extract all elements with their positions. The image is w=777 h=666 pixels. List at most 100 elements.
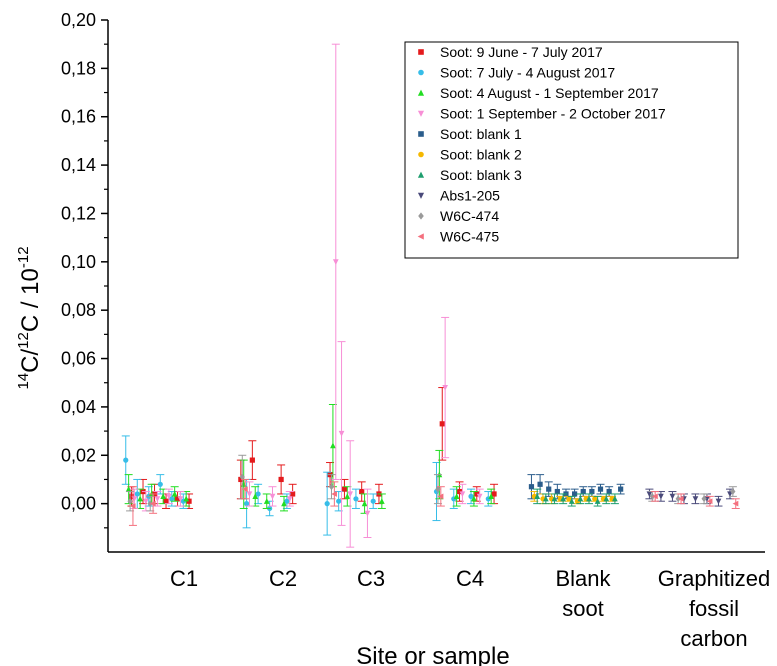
y-title-c1: C/ — [17, 349, 44, 373]
data-point — [166, 493, 172, 500]
legend-marker — [417, 89, 425, 96]
legend-marker — [418, 69, 424, 76]
data-point — [554, 488, 560, 495]
data-point — [378, 498, 385, 504]
data-point — [577, 495, 584, 502]
legend-marker — [418, 49, 424, 55]
data-point — [592, 496, 598, 502]
data-point — [183, 495, 190, 502]
data-point — [246, 491, 253, 498]
data-point — [534, 493, 541, 499]
y-tick-label: 0,14 — [61, 155, 96, 175]
data-point — [128, 493, 135, 499]
data-point — [263, 498, 270, 504]
data-point — [488, 493, 495, 499]
legend-marker — [417, 233, 424, 240]
data-point — [442, 384, 448, 391]
data-point — [163, 498, 169, 504]
x-category-label: C4 — [456, 566, 484, 591]
y-title-superscript-12: 12 — [15, 332, 32, 349]
data-point — [646, 491, 653, 498]
legend-label: W6C-474 — [440, 208, 499, 224]
data-point — [331, 491, 337, 497]
legend-label: W6C-475 — [440, 229, 499, 245]
legend-label: Soot: blank 2 — [440, 147, 522, 163]
data-point — [177, 496, 184, 502]
data-point — [171, 490, 178, 497]
data-point — [361, 500, 368, 507]
data-point — [618, 486, 624, 492]
legend-label: Abs1-205 — [440, 188, 500, 204]
data-point — [459, 491, 466, 498]
data-point — [537, 481, 543, 487]
data-point — [160, 493, 167, 499]
data-point — [154, 496, 161, 502]
data-point — [278, 476, 284, 483]
data-point — [353, 496, 359, 502]
data-point — [474, 491, 480, 497]
y-tick-label: 0,08 — [61, 300, 96, 320]
data-point — [341, 486, 348, 492]
data-point — [560, 495, 566, 502]
data-point — [249, 457, 255, 463]
data-point — [669, 493, 676, 500]
legend-marker — [418, 151, 424, 158]
legend-marker — [418, 131, 424, 137]
data-point — [336, 498, 342, 504]
data-point — [580, 488, 586, 495]
data-point — [528, 484, 535, 490]
data-point — [157, 481, 163, 487]
x-category-label: C1 — [170, 566, 198, 591]
y-title-exponent: -12 — [15, 246, 32, 268]
x-axis-categories: C1 C2 C3 C4 Blank soot Graphitized fossil carbon — [170, 566, 770, 651]
x-axis-title: Site or sample — [356, 643, 509, 666]
data-point — [129, 503, 136, 509]
legend-label: Soot: blank 1 — [440, 126, 522, 142]
data-point — [658, 493, 664, 500]
data-point — [701, 495, 707, 503]
data-point — [281, 500, 287, 507]
data-point — [242, 486, 248, 492]
y-tick-label: 0,18 — [61, 58, 96, 78]
data-point — [364, 510, 371, 517]
data-point — [568, 498, 575, 504]
y-tick-label: 0,12 — [61, 203, 96, 223]
y-tick-label: 0,10 — [61, 252, 96, 272]
y-title-c2: C / 10 — [17, 268, 44, 332]
y-tick-label: 0,06 — [61, 349, 96, 369]
data-point — [359, 488, 365, 495]
legend-marker — [418, 212, 424, 220]
series-8 — [126, 454, 737, 512]
data-point — [328, 483, 335, 491]
data-point — [437, 493, 444, 500]
data-point — [652, 493, 658, 500]
data-point — [715, 498, 722, 505]
legend-marker — [417, 110, 425, 117]
data-point — [169, 496, 175, 502]
data-point — [255, 491, 261, 497]
data-point — [551, 495, 558, 502]
legend-label: Soot: 1 September - 2 October 2017 — [440, 106, 666, 122]
y-tick-label: 0,20 — [61, 10, 96, 30]
data-point — [149, 500, 156, 507]
y-tick-label: 0,04 — [61, 397, 96, 417]
data-point — [137, 495, 144, 502]
data-point — [143, 498, 149, 505]
data-point — [186, 498, 192, 504]
series-1 — [121, 435, 493, 536]
data-point — [435, 485, 441, 493]
data-point — [589, 488, 595, 495]
legend-marker — [417, 171, 425, 178]
series-3 — [130, 43, 484, 548]
x-category-label: soot — [562, 596, 604, 621]
legend-box — [404, 41, 739, 259]
y-tick-label: 0,16 — [61, 107, 96, 127]
x-category-label: carbon — [680, 626, 747, 651]
data-point — [286, 496, 293, 502]
data-point — [677, 495, 684, 502]
y-axis-ticks: 0,00 0,02 0,04 0,06 0,08 0,10 0,12 0,14 0,16 0,18… — [61, 10, 108, 529]
x-category-label: Graphitized — [658, 566, 771, 591]
data-point — [603, 495, 610, 502]
data-point — [542, 495, 549, 502]
